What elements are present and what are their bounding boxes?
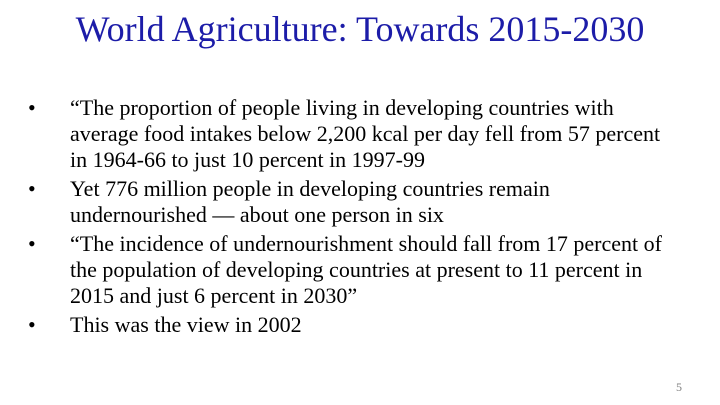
bullet-list: • “The proportion of people living in dev…: [0, 95, 720, 341]
bullet-text: This was the view in 2002: [70, 312, 302, 337]
bullet-dot: •: [28, 231, 36, 256]
bullet-dot: •: [28, 176, 36, 201]
bullet-dot: •: [28, 312, 36, 337]
slide-title: World Agriculture: Towards 2015-2030: [75, 9, 645, 49]
bullet-item: • “The incidence of undernourishment shou…: [0, 231, 720, 309]
bullet-item: • This was the view in 2002: [0, 312, 720, 338]
bullet-dot: •: [28, 95, 36, 120]
bullet-text: Yet 776 million people in developing cou…: [70, 176, 550, 227]
bullet-text: “The proportion of people living in deve…: [70, 95, 661, 172]
slide-number: 5: [676, 380, 682, 394]
bullet-item: • Yet 776 million people in developing co…: [0, 176, 720, 228]
bullet-item: • “The proportion of people living in dev…: [0, 95, 720, 173]
bullet-text: “The incidence of undernourishment shoul…: [70, 231, 662, 308]
